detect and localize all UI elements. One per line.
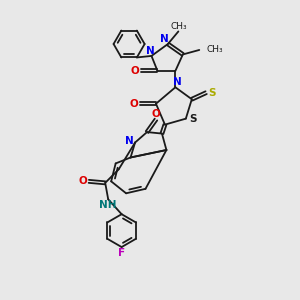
Text: N: N	[146, 46, 154, 56]
Text: O: O	[131, 66, 140, 76]
Text: F: F	[118, 248, 125, 258]
Text: N: N	[125, 136, 134, 146]
Text: S: S	[208, 88, 215, 98]
Text: O: O	[152, 109, 160, 119]
Text: O: O	[78, 176, 87, 186]
Text: S: S	[190, 114, 197, 124]
Text: N: N	[172, 77, 181, 87]
Text: NH: NH	[99, 200, 116, 210]
Text: CH₃: CH₃	[171, 22, 188, 32]
Text: O: O	[129, 99, 138, 109]
Text: N: N	[160, 34, 169, 44]
Text: CH₃: CH₃	[207, 46, 224, 55]
